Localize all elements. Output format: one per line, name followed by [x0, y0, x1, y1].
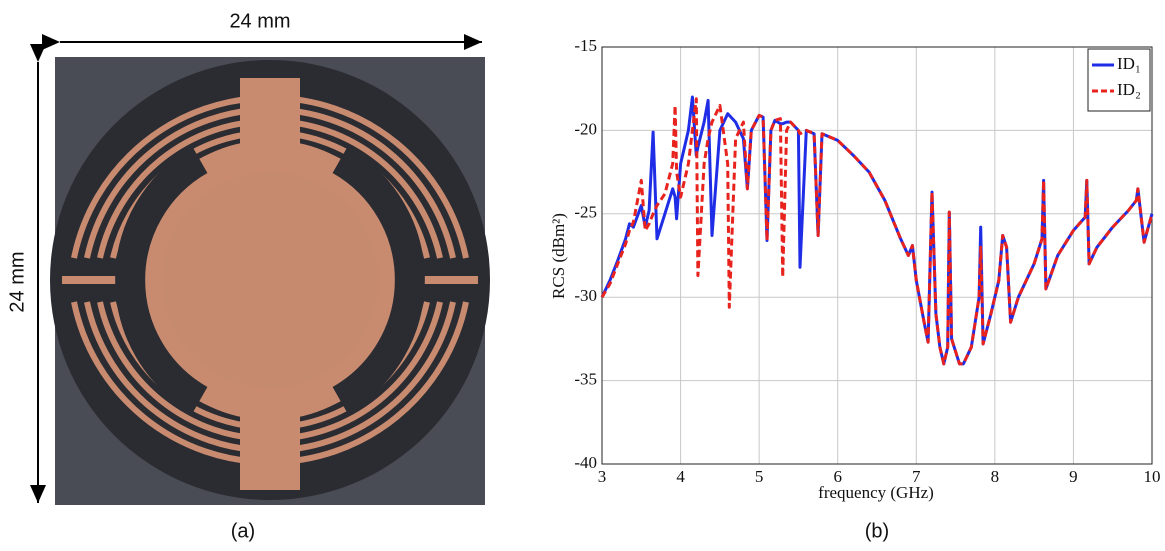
caption: (b) [865, 520, 889, 542]
y-tick-label: -15 [574, 36, 597, 55]
x-tick-label: 4 [676, 467, 685, 486]
height-label: 24 mm [6, 251, 28, 312]
x-tick-label: 9 [1069, 467, 1078, 486]
caption: (a) [231, 520, 255, 542]
y-tick-label: -35 [574, 370, 597, 389]
x-tick-label: 5 [755, 467, 764, 486]
x-tick-label: 8 [991, 467, 1000, 486]
y-tick-label: -25 [574, 203, 597, 222]
legend-label: ID₂ [1117, 80, 1141, 99]
plot-area [602, 47, 1152, 464]
width-label: 24 mm [229, 10, 290, 32]
plot-frame [601, 46, 1153, 465]
x-tick-label: 6 [833, 467, 842, 486]
y-tick-label: -30 [574, 286, 597, 305]
x-tick-label: 7 [912, 467, 921, 486]
x-tick-label: 10 [1144, 467, 1161, 486]
legend-label: ID₁ [1117, 54, 1141, 73]
tag-photo [50, 57, 490, 505]
line-series [600, 97, 1154, 366]
y-axis-label: RCS (dBm²) [549, 213, 568, 299]
y-tick-label: -20 [574, 119, 597, 138]
x-tick-label: 3 [598, 467, 607, 486]
y-tick-label: -40 [574, 453, 597, 472]
x-axis-label: frequency (GHz) [818, 483, 934, 502]
legend-box [1087, 48, 1151, 112]
